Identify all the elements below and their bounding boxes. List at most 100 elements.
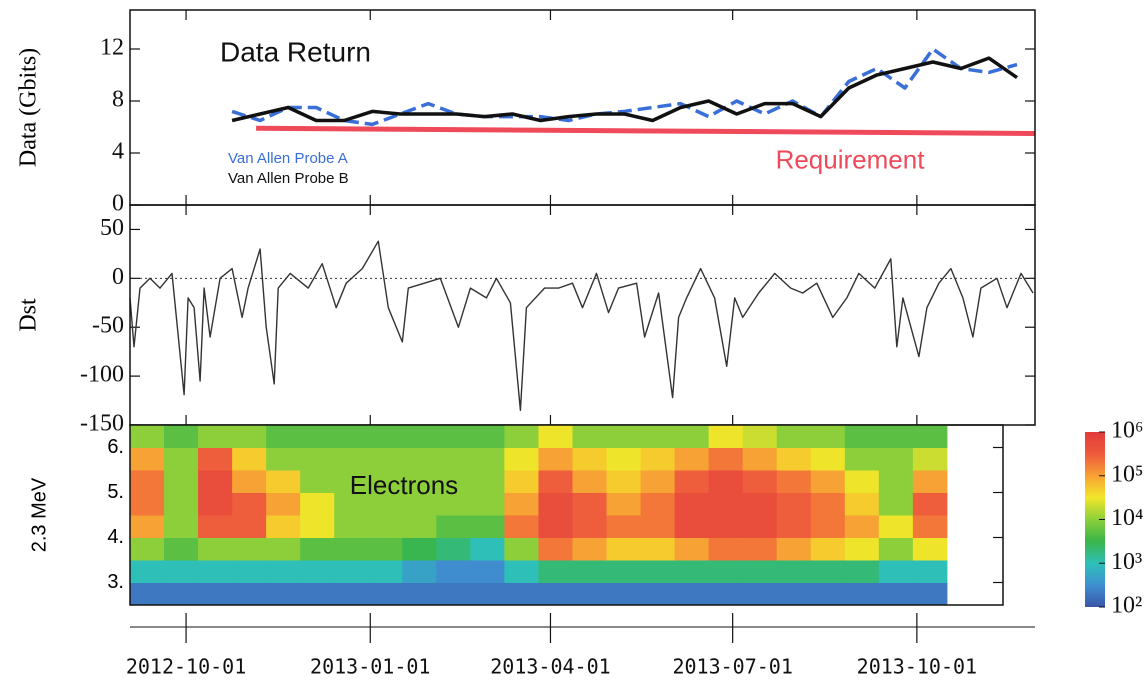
heatmap-cell bbox=[232, 515, 267, 538]
heatmap-cell bbox=[572, 470, 607, 493]
heatmap-cell bbox=[368, 425, 403, 448]
heatmap-cell bbox=[164, 425, 199, 448]
heatmap-cell bbox=[504, 515, 539, 538]
heatmap-cell bbox=[198, 425, 233, 448]
heatmap-cell bbox=[470, 470, 505, 493]
heatmap-cell bbox=[709, 515, 744, 538]
heatmap-cell bbox=[913, 470, 948, 493]
heatmap-cell bbox=[777, 448, 812, 471]
heatmap-cell bbox=[675, 538, 710, 561]
heatmap-cell bbox=[572, 538, 607, 561]
heatmap-cell bbox=[811, 448, 846, 471]
y-axis-label: Dst bbox=[16, 298, 42, 332]
heatmap-cell bbox=[641, 515, 676, 538]
y-tick-label: 0 bbox=[112, 191, 124, 217]
heatmap-cell bbox=[402, 515, 437, 538]
heatmap-cell bbox=[538, 560, 573, 583]
heatmap-cell bbox=[845, 493, 880, 516]
heatmap-cell bbox=[572, 560, 607, 583]
x-tick-label: 2013-10-01 bbox=[857, 655, 977, 679]
heatmap-cell bbox=[300, 448, 335, 471]
heatmap-cell bbox=[743, 493, 778, 516]
heatmap-cell bbox=[538, 515, 573, 538]
heatmap-cell bbox=[845, 560, 880, 583]
heatmap-cell bbox=[504, 425, 539, 448]
heatmap-cell bbox=[675, 515, 710, 538]
y-tick-label: -150 bbox=[80, 411, 124, 437]
heatmap-cell bbox=[845, 470, 880, 493]
heatmap-cell bbox=[266, 538, 301, 561]
heatmap-cell bbox=[504, 583, 539, 606]
heatmap-cell bbox=[607, 470, 642, 493]
heatmap-cell bbox=[777, 560, 812, 583]
heatmap-cell bbox=[436, 560, 471, 583]
heatmap-cell bbox=[641, 538, 676, 561]
heatmap-cell bbox=[470, 448, 505, 471]
heatmap-cell bbox=[334, 515, 369, 538]
heatmap-cell bbox=[232, 448, 267, 471]
y-axis-label: Data (Gbits) bbox=[16, 48, 42, 167]
heatmap-cell bbox=[504, 538, 539, 561]
heatmap-cell bbox=[266, 448, 301, 471]
heatmap bbox=[130, 425, 947, 606]
heatmap-cell bbox=[743, 470, 778, 493]
heatmap-cell bbox=[709, 448, 744, 471]
data-line bbox=[130, 241, 1033, 410]
heatmap-cell bbox=[334, 425, 369, 448]
heatmap-cell bbox=[641, 470, 676, 493]
heatmap-cell bbox=[777, 425, 812, 448]
heatmap-cell bbox=[743, 583, 778, 606]
heatmap-cell bbox=[641, 560, 676, 583]
heatmap-cell bbox=[743, 538, 778, 561]
heatmap-cell bbox=[845, 538, 880, 561]
heatmap-cell bbox=[130, 448, 165, 471]
heatmap-cell bbox=[266, 493, 301, 516]
heatmap-cell bbox=[709, 493, 744, 516]
heatmap-cell bbox=[436, 538, 471, 561]
heatmap-cell bbox=[777, 538, 812, 561]
heatmap-cell bbox=[504, 493, 539, 516]
heatmap-cell bbox=[607, 538, 642, 561]
x-tick-label: 2013-04-01 bbox=[490, 655, 610, 679]
heatmap-cell bbox=[743, 448, 778, 471]
y-tick-label: 50 bbox=[100, 215, 124, 241]
heatmap-cell bbox=[504, 470, 539, 493]
heatmap-cell bbox=[368, 538, 403, 561]
heatmap-cell bbox=[266, 583, 301, 606]
heatmap-cell bbox=[368, 583, 403, 606]
heatmap-cell bbox=[607, 583, 642, 606]
data-line bbox=[256, 128, 1035, 133]
heatmap-cell bbox=[879, 448, 914, 471]
y-tick-label: 6. bbox=[107, 436, 124, 458]
heatmap-cell bbox=[538, 493, 573, 516]
x-tick-label: 2012-10-01 bbox=[126, 655, 246, 679]
y-tick-label: 4 bbox=[112, 139, 124, 165]
heatmap-cell bbox=[811, 538, 846, 561]
heatmap-cell bbox=[675, 560, 710, 583]
heatmap-cell bbox=[709, 470, 744, 493]
heatmap-cell bbox=[130, 538, 165, 561]
heatmap-cell bbox=[470, 538, 505, 561]
heatmap-cell bbox=[266, 560, 301, 583]
heatmap-cell bbox=[300, 560, 335, 583]
heatmap-cell bbox=[368, 448, 403, 471]
heatmap-cell bbox=[232, 425, 267, 448]
heatmap-cell bbox=[164, 448, 199, 471]
heatmap-cell bbox=[198, 470, 233, 493]
heatmap-cell bbox=[198, 583, 233, 606]
heatmap-cell bbox=[300, 515, 335, 538]
heatmap-cell bbox=[130, 560, 165, 583]
heatmap-cell bbox=[709, 583, 744, 606]
heatmap-cell bbox=[913, 560, 948, 583]
x-tick-label: 2013-07-01 bbox=[672, 655, 792, 679]
heatmap-cell bbox=[402, 448, 437, 471]
heatmap-cell bbox=[675, 448, 710, 471]
colorbar-label: 10⁴ bbox=[1111, 505, 1143, 531]
heatmap-cell bbox=[504, 560, 539, 583]
heatmap-cell bbox=[572, 493, 607, 516]
heatmap-cell bbox=[777, 493, 812, 516]
heatmap-cell bbox=[572, 515, 607, 538]
heatmap-cell bbox=[913, 448, 948, 471]
heatmap-cell bbox=[675, 470, 710, 493]
figure: Data (Gbits)04812RequirementVan Allen Pr… bbox=[0, 0, 1148, 689]
